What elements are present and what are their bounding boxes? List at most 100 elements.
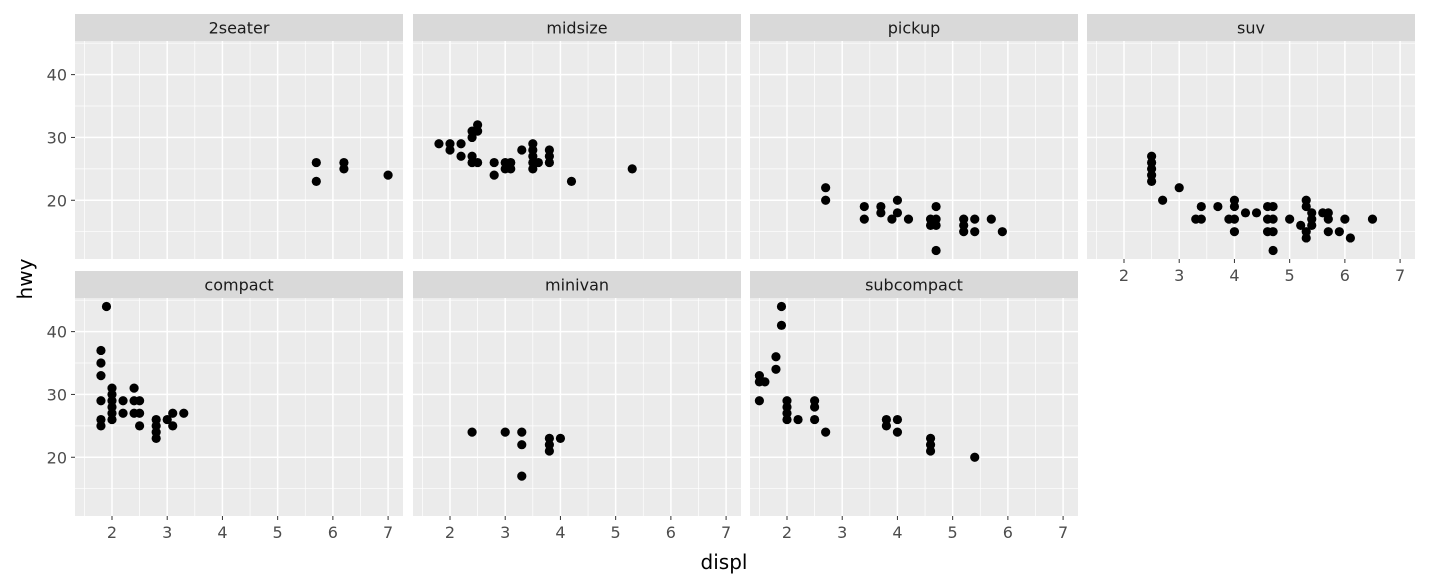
- facet-strip: [750, 271, 1078, 298]
- facet-strip: [413, 14, 741, 41]
- data-point: [1345, 233, 1355, 243]
- data-point: [101, 301, 112, 312]
- data-point: [107, 414, 117, 425]
- data-point: [1229, 214, 1240, 224]
- x-tick-label: 7: [721, 523, 731, 542]
- data-point: [1285, 214, 1295, 224]
- data-point: [793, 414, 803, 425]
- x-tick-label: 4: [1229, 266, 1239, 285]
- data-point: [810, 402, 820, 412]
- data-point: [135, 408, 145, 418]
- data-point: [782, 414, 792, 425]
- x-tick-label: 3: [1174, 266, 1184, 285]
- y-tick-label: 20: [47, 448, 67, 467]
- facet-strip: [750, 14, 1078, 41]
- x-tick-label: 3: [837, 523, 847, 542]
- x-tick-label: 2: [445, 523, 455, 542]
- x-tick-label: 7: [383, 523, 393, 542]
- data-point: [1334, 227, 1344, 237]
- data-point: [96, 421, 106, 431]
- data-point: [931, 201, 941, 212]
- data-point: [925, 446, 936, 456]
- data-point: [168, 421, 178, 431]
- data-point: [1301, 233, 1311, 243]
- data-point: [566, 176, 577, 187]
- data-point: [489, 170, 499, 180]
- x-tick-label: 6: [1340, 266, 1350, 285]
- data-point: [1367, 214, 1378, 224]
- data-point: [1268, 201, 1278, 212]
- x-tick-label: 4: [892, 523, 902, 542]
- facet-label: minivan: [545, 276, 609, 295]
- data-point: [997, 227, 1007, 237]
- panel-background: [750, 41, 1078, 259]
- data-point: [1268, 245, 1278, 256]
- facet-suv: suv 2 3 4 5 6 7: [1087, 14, 1415, 285]
- data-point: [1174, 183, 1184, 193]
- x-tick-label: 6: [666, 523, 676, 542]
- data-point: [434, 139, 444, 149]
- data-point: [179, 408, 189, 418]
- facet-strip: [75, 271, 403, 298]
- data-point: [517, 471, 527, 481]
- data-point: [118, 396, 128, 406]
- facet-label: compact: [204, 276, 273, 295]
- x-tick-label: 2: [107, 523, 117, 542]
- y-tick-label: 40: [47, 66, 67, 85]
- data-point: [892, 195, 903, 205]
- data-point: [892, 208, 903, 218]
- data-point: [383, 170, 393, 180]
- data-point: [810, 414, 820, 425]
- data-point: [1158, 195, 1168, 205]
- data-point: [1196, 201, 1206, 212]
- data-point: [754, 396, 764, 406]
- data-point: [168, 408, 178, 418]
- data-point: [517, 427, 527, 437]
- data-point: [96, 396, 106, 406]
- data-point: [1213, 201, 1223, 212]
- data-point: [456, 139, 466, 149]
- data-point: [506, 164, 516, 174]
- data-point: [151, 433, 161, 444]
- facet-2seater: 2seater 20 30 40: [47, 14, 403, 259]
- data-point: [887, 214, 897, 224]
- x-tick-label: 7: [1058, 523, 1068, 542]
- data-point: [970, 214, 980, 224]
- panel-background: [1087, 41, 1415, 259]
- data-point: [1229, 227, 1240, 237]
- data-point: [339, 164, 349, 174]
- data-point: [1196, 214, 1206, 224]
- data-point: [1296, 220, 1306, 230]
- panel-background: [75, 298, 403, 516]
- data-point: [959, 227, 969, 237]
- data-point: [821, 183, 831, 193]
- data-point: [892, 414, 903, 425]
- data-point: [473, 157, 483, 168]
- data-point: [135, 396, 145, 406]
- data-point: [821, 427, 831, 437]
- data-point: [311, 157, 321, 168]
- data-point: [533, 157, 543, 168]
- data-point: [1240, 208, 1251, 218]
- x-tick-label: 4: [555, 523, 565, 542]
- data-point: [1307, 220, 1317, 230]
- x-tick-label: 6: [1003, 523, 1013, 542]
- x-tick-label: 3: [500, 523, 510, 542]
- data-point: [129, 383, 139, 393]
- x-tick-label: 6: [328, 523, 338, 542]
- data-point: [876, 208, 886, 218]
- data-point: [1323, 227, 1333, 237]
- data-point: [859, 214, 869, 224]
- x-tick-label: 2: [782, 523, 792, 542]
- data-point: [1301, 201, 1311, 212]
- panel-background: [75, 41, 403, 259]
- y-tick-label: 30: [47, 385, 67, 404]
- facet-strip: [1087, 14, 1415, 41]
- data-point: [162, 414, 172, 425]
- data-point: [96, 345, 106, 356]
- facet-label: midsize: [546, 19, 607, 38]
- facet-label: 2seater: [209, 19, 270, 38]
- data-point: [1147, 176, 1157, 187]
